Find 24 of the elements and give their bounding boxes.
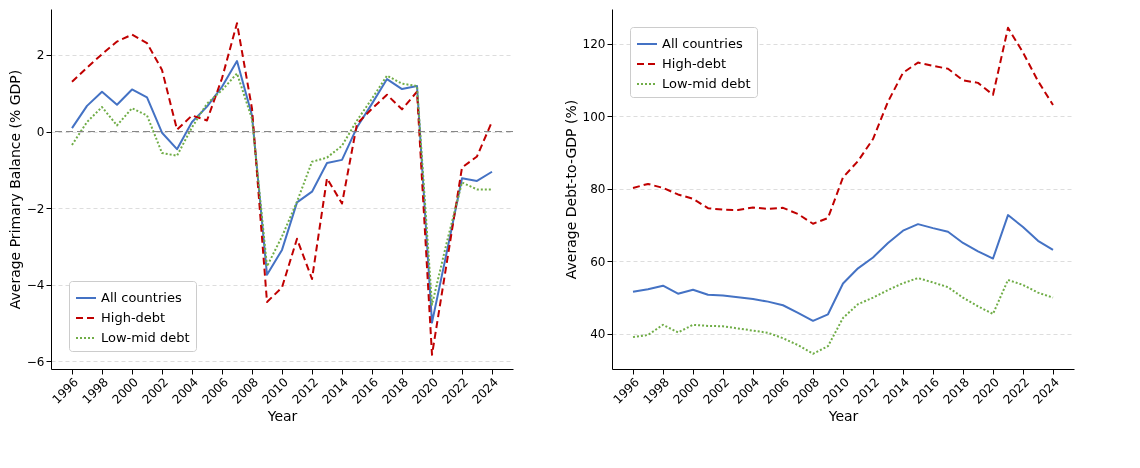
x-axis-title: Year bbox=[827, 407, 859, 424]
legend-label: All countries bbox=[101, 290, 182, 305]
x-axis-title: Year bbox=[266, 407, 298, 424]
legend-label: Low-mid debt bbox=[101, 330, 190, 345]
y-tick-label: −6 bbox=[26, 354, 45, 369]
line-series bbox=[632, 26, 1054, 225]
y-axis-title: Average Debt-to-GDP (%) bbox=[562, 99, 579, 280]
y-tick-label: 80 bbox=[590, 182, 606, 197]
y-tick-label: 100 bbox=[582, 109, 606, 124]
y-tick-label: 40 bbox=[590, 327, 606, 342]
y-tick-label: 120 bbox=[582, 37, 606, 52]
legend-label: High-debt bbox=[101, 310, 166, 325]
y-tick-label: 0 bbox=[36, 125, 45, 140]
legend-label: All countries bbox=[662, 36, 743, 51]
y-tick-label: 60 bbox=[590, 254, 606, 269]
legend-label: High-debt bbox=[662, 56, 727, 71]
line-series bbox=[632, 277, 1054, 355]
line-series bbox=[71, 22, 493, 356]
y-tick-label: −4 bbox=[26, 278, 45, 293]
y-tick-label: −2 bbox=[26, 201, 45, 216]
line-series bbox=[632, 214, 1054, 322]
legend-label: Low-mid debt bbox=[662, 76, 751, 91]
y-tick-label: 2 bbox=[36, 48, 45, 63]
y-axis-title: Average Primary Balance (% GDP) bbox=[6, 69, 23, 310]
